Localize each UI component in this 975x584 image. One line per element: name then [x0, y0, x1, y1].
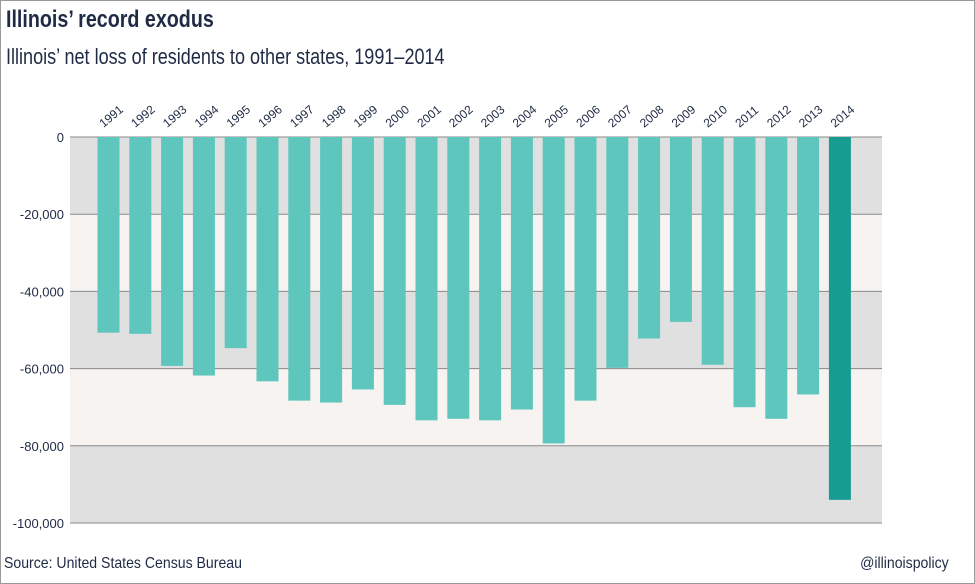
chart-subtitle: Illinois’ net loss of residents to other…	[6, 44, 445, 69]
bar-2014	[828, 137, 851, 500]
x-tick-label: 2006	[573, 102, 603, 130]
bar-2006	[574, 137, 597, 401]
bar-1996	[256, 137, 279, 382]
bar-2005	[542, 137, 565, 444]
background-band	[70, 214, 882, 292]
y-tick-label: -60,000	[20, 362, 64, 377]
bar-2003	[479, 137, 502, 421]
bar-2012	[765, 137, 788, 419]
background-band	[70, 368, 882, 446]
bar-2011	[733, 137, 756, 408]
y-tick-label: -40,000	[20, 284, 64, 299]
x-tick-label: 1994	[192, 102, 222, 130]
bar-1994	[192, 137, 215, 376]
x-tick-label: 2003	[478, 102, 508, 130]
x-axis-labels: 1991 1992 1993 1994 1995 1996 1997 1998 1999 2000…	[96, 102, 857, 130]
x-tick-label: 2005	[542, 102, 572, 130]
bar-1999	[351, 137, 374, 390]
y-tick-label: -20,000	[20, 207, 64, 222]
x-tick-label: 2012	[764, 102, 794, 130]
bars	[97, 137, 851, 500]
bar-2002	[447, 137, 470, 419]
x-tick-label: 2002	[446, 102, 476, 130]
x-tick-label: 2001	[414, 102, 444, 130]
y-tick-label: -80,000	[20, 439, 64, 454]
bar-2007	[606, 137, 629, 368]
bar-2010	[701, 137, 724, 365]
source-note: Source: United States Census Bureau	[4, 555, 242, 572]
background-band	[70, 291, 882, 369]
x-tick-label: 2004	[510, 102, 540, 130]
bar-1993	[161, 137, 184, 366]
y-axis-labels: 0 -20,000 -40,000 -60,000 -80,000 -100,000	[13, 130, 64, 531]
y-tick-label: -100,000	[13, 516, 64, 531]
x-tick-label: 1995	[224, 102, 254, 130]
bar-1997	[288, 137, 311, 401]
bar-2008	[638, 137, 661, 339]
x-tick-label: 2000	[383, 102, 413, 130]
x-tick-label: 2013	[796, 102, 826, 130]
bar-2009	[669, 137, 692, 322]
x-tick-label: 2011	[732, 103, 761, 131]
x-tick-label: 2007	[605, 102, 635, 130]
x-tick-label: 1993	[160, 102, 190, 130]
bar-1991	[97, 137, 120, 333]
y-tick-label: 0	[57, 130, 64, 145]
bar-2013	[797, 137, 820, 395]
x-tick-label: 2008	[637, 102, 667, 130]
bar-1998	[320, 137, 343, 403]
x-tick-label: 1997	[287, 102, 317, 130]
background-bands	[70, 137, 882, 523]
x-tick-label: 2010	[701, 102, 731, 130]
background-band	[70, 445, 882, 523]
chart-title: Illinois’ record exodus	[6, 6, 214, 33]
bar-2001	[415, 137, 438, 421]
x-tick-label: 2014	[828, 102, 858, 130]
background-band	[70, 137, 882, 215]
bar-2004	[510, 137, 533, 410]
x-tick-label: 1991	[96, 102, 126, 130]
bar-2000	[383, 137, 406, 405]
x-tick-label: 2009	[669, 102, 699, 130]
x-tick-label: 1992	[128, 102, 158, 130]
bar-1995	[224, 137, 247, 349]
x-tick-label: 1999	[351, 102, 381, 130]
x-tick-label: 1996	[255, 102, 285, 130]
x-tick-label: 1998	[319, 102, 349, 130]
social-handle[interactable]: @illinoispolicy	[860, 555, 949, 572]
bar-1992	[129, 137, 152, 334]
